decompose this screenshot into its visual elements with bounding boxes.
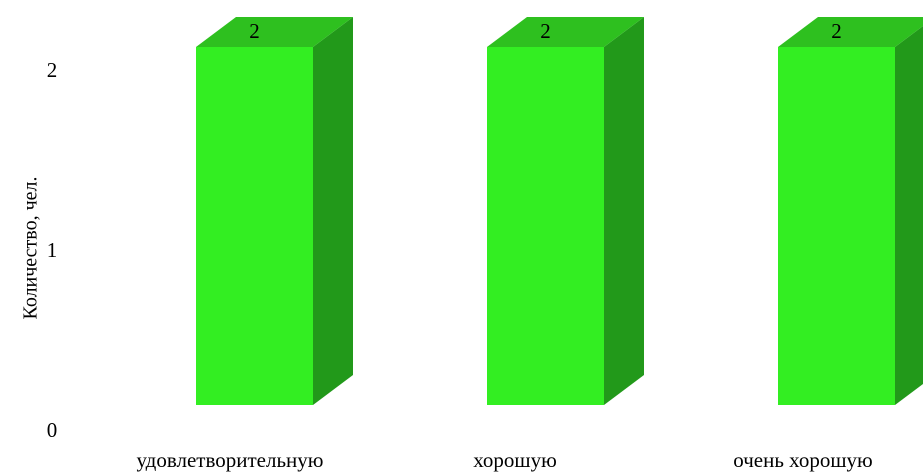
x-tick-label-0: удовлетворительную — [137, 448, 324, 472]
data-label-2: 2 — [831, 19, 842, 43]
bar-top-face — [487, 17, 644, 47]
y-tick-label-1: 1 — [47, 238, 58, 262]
y-tick-label-2: 2 — [47, 58, 58, 82]
bar-2: 2 — [778, 17, 923, 405]
bar-front-face — [778, 47, 895, 405]
bar-0: 2 — [196, 17, 353, 405]
bar-front-face — [196, 47, 313, 405]
bars: 2 2 2 — [196, 17, 923, 405]
data-label-0: 2 — [249, 19, 260, 43]
y-axis-label: Количество, чел. — [20, 176, 42, 319]
bar-side-face — [895, 26, 923, 405]
bar-side-face — [604, 17, 644, 405]
bar-top-face — [196, 17, 353, 47]
x-tick-label-1: хорошую — [473, 448, 557, 472]
bar-1: 2 — [487, 17, 644, 405]
data-label-1: 2 — [540, 19, 551, 43]
y-tick-labels: 0 1 2 — [47, 58, 58, 442]
bar-top-face — [778, 17, 923, 47]
bar-side-face — [313, 17, 353, 405]
y-tick-label-0: 0 — [47, 418, 58, 442]
x-tick-labels: удовлетворительную хорошую очень хорошую — [137, 448, 873, 472]
x-tick-label-2: очень хорошую — [733, 448, 872, 472]
bar-front-face — [487, 47, 604, 405]
